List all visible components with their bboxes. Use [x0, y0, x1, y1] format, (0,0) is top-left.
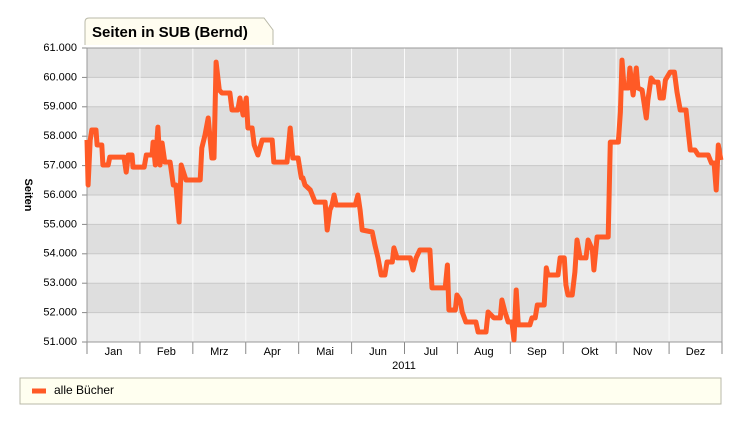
x-tick-label: Jun [369, 346, 387, 358]
y-tick-label: 55.000 [43, 218, 77, 230]
data-line [84, 57, 724, 343]
y-tick-label: 57.000 [43, 160, 77, 172]
legend [19, 377, 722, 405]
y-tick-label: 61.000 [43, 42, 77, 54]
y-tick-label: 52.000 [43, 307, 77, 319]
title-tab [84, 17, 274, 45]
x-tick-label: Jul [424, 346, 438, 358]
x-axis-label: 2011 [392, 360, 416, 372]
y-tick-label: 59.000 [43, 101, 77, 113]
x-tick-label: Nov [633, 346, 653, 358]
y-tick-label: 53.000 [43, 277, 77, 289]
legend-entry: alle Bücher [54, 383, 114, 397]
x-tick-label: Mai [316, 346, 334, 358]
y-axis-label: Seiten [22, 178, 34, 211]
x-tick-label: Aug [474, 346, 494, 358]
x-tick-label: Apr [264, 346, 281, 358]
x-tick-label: Sep [527, 346, 547, 358]
y-tick-label: 58.000 [43, 130, 77, 142]
x-tick-label: Okt [581, 346, 598, 358]
x-tick-label: Feb [157, 346, 176, 358]
x-tick-label: Dez [686, 346, 706, 358]
y-tick-label: 56.000 [43, 189, 77, 201]
x-tick-label: Jan [105, 346, 123, 358]
y-tick-label: 51.000 [43, 336, 77, 348]
y-tick-label: 54.000 [43, 248, 77, 260]
y-tick-label: 60.000 [43, 71, 77, 83]
chart-title: Seiten in SUB (Bernd) [92, 24, 248, 41]
plot-border [86, 47, 723, 343]
x-tick-label: Mrz [210, 346, 228, 358]
